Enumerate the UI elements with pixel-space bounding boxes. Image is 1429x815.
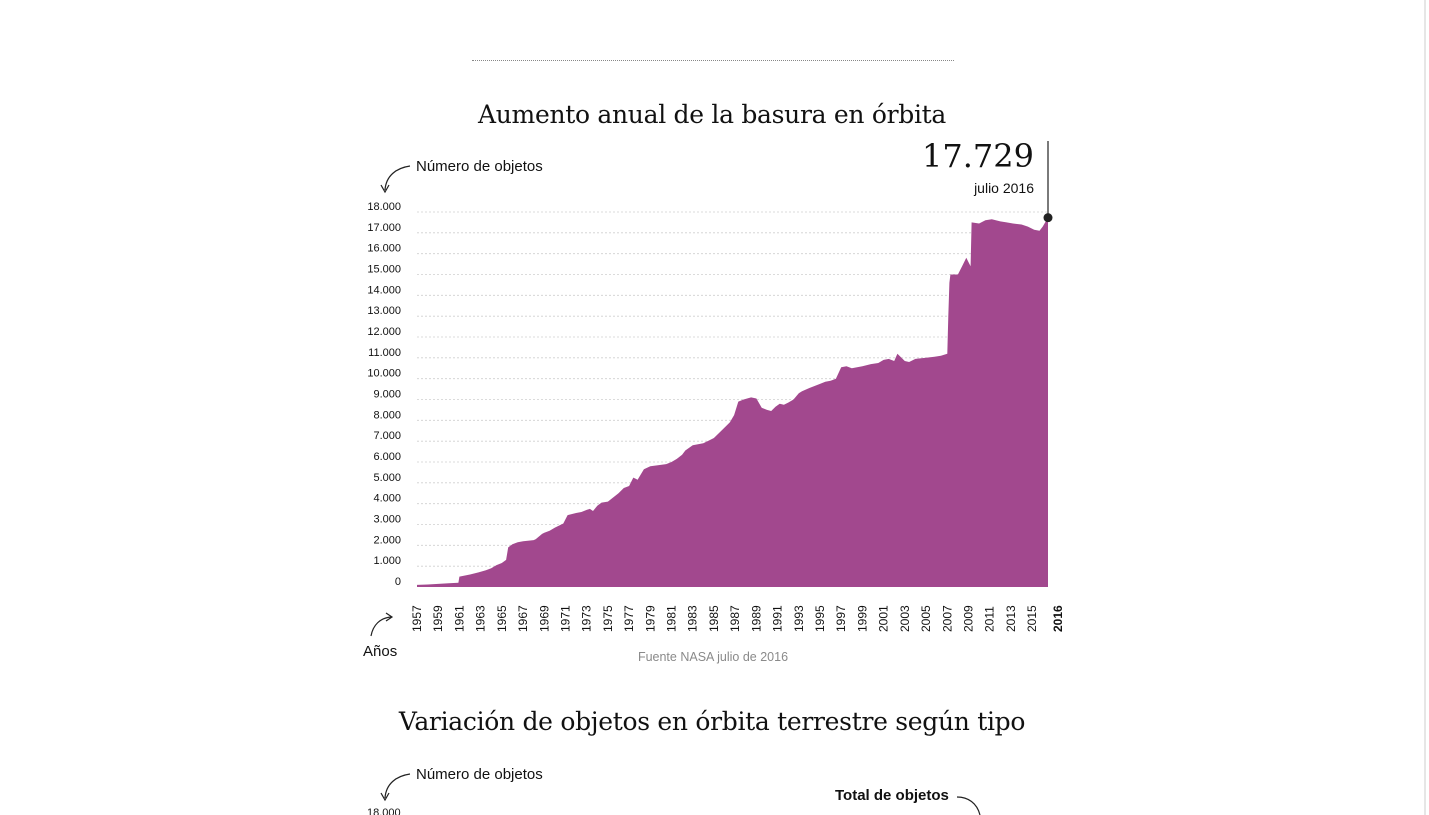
y-tick-label: 11.000 (368, 347, 401, 359)
chart2-series-label: Total de objetos (835, 787, 949, 804)
x-tick-label: 1971 (558, 605, 572, 632)
x-tick-label: 2015 (1025, 605, 1039, 632)
x-tick-label: 1957 (410, 605, 424, 632)
x-tick-label: 1973 (580, 605, 594, 632)
area-series-debris (417, 217, 1048, 587)
series-label-arrow-icon (956, 796, 981, 815)
highlight-marker (1043, 213, 1053, 223)
highlight-value: 17.729 (922, 137, 1034, 175)
y-note-arrowhead-icon-2 (380, 792, 390, 802)
x-tick-label: 1981 (665, 605, 679, 632)
chart-title: Aumento anual de la basura en órbita (478, 100, 946, 129)
x-tick-label: 2007 (940, 605, 954, 632)
y-note-arrowhead-icon (380, 184, 390, 194)
y-tick-label: 0 (395, 576, 401, 588)
x-tick-label: 1969 (537, 605, 551, 632)
x-tick-label: 1987 (728, 605, 742, 632)
x-note-arrowhead-icon (385, 612, 394, 622)
x-tick-label: 1991 (771, 605, 785, 632)
section-divider (472, 60, 954, 61)
x-tick-label: 2003 (898, 605, 912, 632)
y-tick-label: 6.000 (373, 451, 401, 463)
source-note: Fuente NASA julio de 2016 (637, 650, 789, 664)
y-tick-label: 5.000 (373, 472, 401, 484)
x-tick-label: 2016 (1051, 605, 1065, 632)
y-tick-label: 15.000 (367, 264, 401, 276)
x-tick-label: 1979 (643, 605, 657, 632)
y-tick-label: 10.000 (367, 368, 401, 380)
y-tick-label: 8.000 (373, 409, 401, 421)
x-tick-label: 1977 (622, 605, 636, 632)
x-tick-label: 2009 (961, 605, 975, 632)
x-tick-label: 1983 (686, 605, 700, 632)
y-tick-label: 3.000 (373, 514, 401, 526)
y-tick-label: 4.000 (373, 493, 401, 505)
chart2-y-axis-note: Número de objetos (416, 766, 543, 783)
x-axis-ticks: 1957 1959 1961 1963 1965 1967 1969 1971 1973 1975… (410, 605, 1065, 632)
chart2-title: Variación de objetos en órbita terrestre… (398, 707, 1026, 736)
y-axis-ticks: 0 1.000 2.000 3.000 4.000 5.000 6.000 7.000 8.00… (367, 201, 401, 588)
x-tick-label: 1997 (834, 605, 848, 632)
x-tick-label: 1999 (855, 605, 869, 632)
x-tick-label: 1965 (495, 605, 509, 632)
x-tick-label: 1963 (474, 605, 488, 632)
x-tick-label: 1961 (452, 605, 466, 632)
y-tick-label: 14.000 (367, 284, 401, 296)
x-tick-label: 2001 (877, 605, 891, 632)
y-tick-label: 18.000 (367, 201, 401, 213)
scrollbar-track[interactable] (1424, 0, 1426, 815)
y-tick-label: 17.000 (367, 222, 401, 234)
y-tick-label: 7.000 (373, 430, 401, 442)
y-tick-label: 1.000 (373, 555, 401, 567)
y-axis-note: Número de objetos (416, 158, 543, 175)
y-tick-label: 2.000 (373, 534, 401, 546)
x-tick-label: 1993 (792, 605, 806, 632)
x-tick-label: 1985 (707, 605, 721, 632)
x-tick-label: 2005 (919, 605, 933, 632)
y-tick-label: 16.000 (367, 243, 401, 255)
x-tick-label: 1967 (516, 605, 530, 632)
x-tick-label: 2013 (1004, 605, 1018, 632)
y-tick-label: 13.000 (367, 305, 401, 317)
y-note-arrow-icon (384, 165, 411, 191)
x-tick-label: 1959 (431, 605, 445, 632)
x-tick-label: 1995 (813, 605, 827, 632)
y-note-arrow-icon-2 (384, 773, 411, 799)
x-note-arrow-icon (370, 616, 392, 637)
y-tick-label: 9.000 (373, 389, 401, 401)
x-tick-label: 1975 (601, 605, 615, 632)
x-tick-label: 2011 (983, 606, 997, 632)
x-tick-label: 1989 (749, 605, 763, 632)
x-axis-note: Años (363, 643, 398, 660)
chart2-first-y-tick: 18.000 (367, 807, 401, 815)
highlight-date: julio 2016 (973, 180, 1034, 196)
y-tick-label: 12.000 (367, 326, 401, 338)
